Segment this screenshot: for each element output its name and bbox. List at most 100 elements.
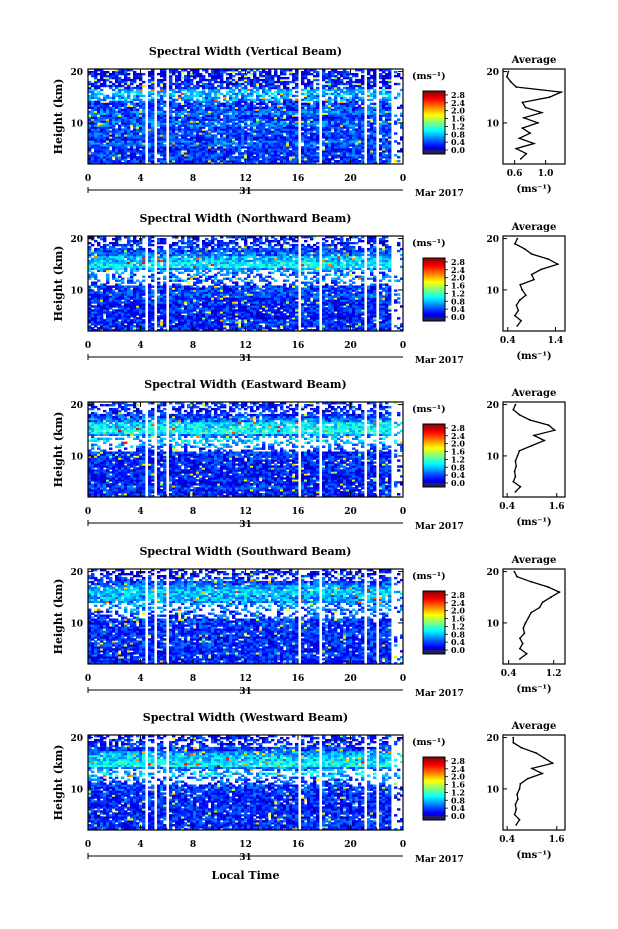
average-point bbox=[558, 591, 561, 593]
average-point bbox=[523, 116, 525, 119]
colorbar-tick-label: 1.6 bbox=[451, 614, 465, 624]
y-tick-label: 20 bbox=[70, 68, 83, 78]
average-y-tick-label: 10 bbox=[486, 119, 499, 129]
x-tick-label: 16 bbox=[292, 174, 305, 184]
x-tick-label: 16 bbox=[292, 674, 305, 684]
average-point bbox=[551, 762, 554, 765]
colorbar-tick-label: 2.0 bbox=[451, 772, 465, 782]
average-x-axis-label: (ms⁻¹) bbox=[516, 351, 551, 362]
x-tick-label: 0 bbox=[400, 507, 406, 517]
panel-3: Spectral Width (Eastward Beam) 0 4 8 12 16 20 0… bbox=[52, 378, 566, 532]
average-x-axis-label: (ms⁻¹) bbox=[516, 684, 551, 695]
average-point bbox=[543, 439, 546, 442]
average-point bbox=[524, 106, 527, 109]
x-tick-label: 0 bbox=[400, 341, 406, 351]
average-x-axis-label: (ms⁻¹) bbox=[516, 517, 551, 528]
average-frame bbox=[502, 568, 566, 665]
colorbar-tick-label: 1.2 bbox=[451, 288, 465, 298]
colorbar-tick-label: 2.4 bbox=[451, 431, 465, 441]
y-axis-label: Height (km) bbox=[52, 79, 65, 155]
colorbar-tick-label: 0.0 bbox=[451, 478, 465, 488]
colorbar-tick-label: 1.2 bbox=[451, 121, 465, 131]
average-point bbox=[540, 111, 543, 114]
average-x-axis-label: (ms⁻¹) bbox=[516, 184, 551, 195]
average-y-tick-label: 20 bbox=[486, 568, 499, 578]
average-point bbox=[514, 475, 517, 478]
colorbar-tick-label: 2.4 bbox=[451, 598, 465, 608]
x-tick-label: 16 bbox=[292, 507, 305, 517]
average-frame bbox=[502, 734, 566, 831]
colorbar: 0.00.40.81.21.62.02.42.8 (ms⁻¹) bbox=[412, 571, 465, 655]
colorbar-frame bbox=[422, 590, 446, 655]
date-label: Mar 2017 bbox=[415, 189, 464, 199]
average-title: Average bbox=[511, 721, 557, 732]
average-frame bbox=[502, 401, 566, 498]
x-tick-label: 4 bbox=[137, 507, 143, 517]
average-point bbox=[515, 86, 518, 88]
average-x-tick-label: 1.4 bbox=[548, 336, 564, 346]
colorbar-tick-label: 1.6 bbox=[451, 281, 465, 291]
colorbar-tick-label: 1.6 bbox=[451, 780, 465, 790]
average-y-tick-label: 20 bbox=[486, 401, 499, 411]
x-tick-label: 0 bbox=[400, 674, 406, 684]
average-point bbox=[513, 570, 516, 573]
y-axis-label: Height (km) bbox=[52, 412, 65, 488]
average-point bbox=[517, 798, 519, 801]
x-tick-label: 12 bbox=[239, 674, 252, 684]
x-tick-label: 20 bbox=[344, 174, 357, 184]
x-tick-label: 4 bbox=[137, 174, 143, 184]
day-label: 31 bbox=[239, 520, 252, 530]
average-point bbox=[519, 637, 521, 640]
average-point bbox=[522, 627, 525, 629]
panel-title: Spectral Width (Westward Beam) bbox=[143, 711, 348, 724]
x-tick-label: 8 bbox=[190, 507, 196, 517]
colorbar-tick-label: 0.0 bbox=[451, 312, 465, 322]
average-point bbox=[543, 757, 546, 759]
average-point bbox=[525, 294, 527, 296]
colorbar-tick-label: 2.0 bbox=[451, 439, 465, 449]
average-y-tick-label: 20 bbox=[486, 68, 499, 78]
average-profile: Average 0.4 1.6 10 20 (ms⁻¹) bbox=[486, 388, 566, 528]
average-point bbox=[518, 788, 521, 790]
average-x-tick-label: 1.6 bbox=[549, 502, 565, 512]
colorbar-unit-label: (ms⁻¹) bbox=[412, 71, 446, 82]
heatmap-cells bbox=[88, 69, 404, 165]
panel-title: Spectral Width (Vertical Beam) bbox=[149, 45, 342, 58]
average-point bbox=[526, 777, 529, 780]
y-tick-label: 10 bbox=[70, 619, 83, 629]
heatmap-cells bbox=[88, 402, 404, 498]
average-point bbox=[515, 824, 518, 826]
average-point bbox=[512, 741, 515, 744]
colorbar-frame bbox=[422, 257, 446, 322]
colorbar-tick-label: 2.0 bbox=[451, 106, 465, 116]
colorbar-tick-label: 1.2 bbox=[451, 787, 465, 797]
colorbar-tick-label: 2.8 bbox=[451, 90, 465, 100]
average-point bbox=[519, 647, 521, 650]
average-point bbox=[548, 96, 551, 99]
average-point bbox=[513, 813, 516, 816]
colorbar: 0.00.40.81.21.62.02.42.8 (ms⁻¹) bbox=[412, 238, 465, 322]
average-point bbox=[506, 75, 508, 78]
colorbar: 0.00.40.81.21.62.02.42.8 (ms⁻¹) bbox=[412, 737, 465, 821]
average-point bbox=[547, 258, 550, 260]
colorbar-tick-label: 2.4 bbox=[451, 764, 465, 774]
average-point bbox=[519, 158, 522, 160]
average-point bbox=[540, 268, 543, 271]
colorbar-tick-label: 2.8 bbox=[451, 756, 465, 766]
average-profile: Average 0.4 1.2 10 20 (ms⁻¹) bbox=[486, 555, 566, 695]
average-line bbox=[514, 238, 560, 327]
average-point bbox=[509, 80, 512, 83]
average-point bbox=[519, 485, 522, 488]
average-point bbox=[519, 283, 522, 286]
x-tick-label: 0 bbox=[85, 674, 91, 684]
y-tick-label: 10 bbox=[70, 286, 83, 296]
average-point bbox=[518, 137, 521, 140]
average-line bbox=[513, 571, 561, 660]
colorbar-tick-label: 0.4 bbox=[451, 803, 465, 813]
colorbar-unit-label: (ms⁻¹) bbox=[412, 238, 446, 249]
average-title: Average bbox=[511, 555, 557, 566]
y-tick-label: 20 bbox=[70, 568, 83, 578]
x-tick-label: 4 bbox=[137, 674, 143, 684]
x-tick-label: 8 bbox=[190, 840, 196, 850]
average-point bbox=[524, 622, 527, 624]
